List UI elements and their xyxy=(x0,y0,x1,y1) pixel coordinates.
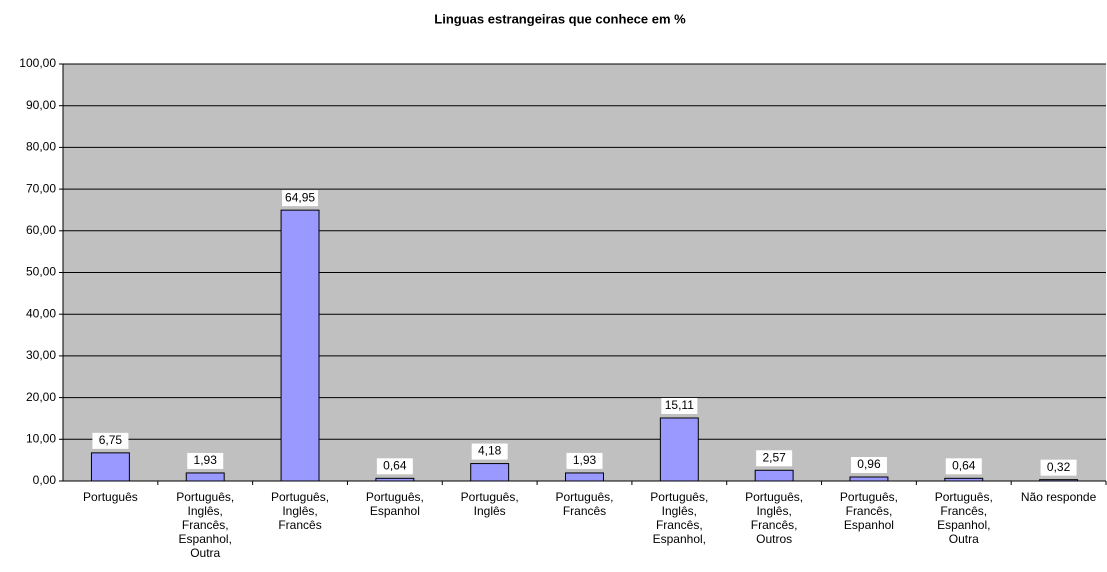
y-tick-label: 10,00 xyxy=(26,431,56,445)
bar xyxy=(90,452,130,482)
value-label-bg xyxy=(945,458,982,475)
x-tick-label: Não responde xyxy=(1020,490,1097,504)
value-label-bg xyxy=(187,452,224,469)
y-tick-label: 80,00 xyxy=(26,140,56,154)
y-tick-label: 0,00 xyxy=(33,473,57,487)
bar xyxy=(659,417,699,482)
y-tick-label: 30,00 xyxy=(26,348,56,362)
value-label-bg xyxy=(566,452,603,469)
value-label: 0,64 xyxy=(383,459,407,473)
y-tick-label: 90,00 xyxy=(26,98,56,112)
y-tick-label: 40,00 xyxy=(26,306,56,320)
value-label-bg xyxy=(92,432,129,449)
x-tick-label: Português xyxy=(83,490,138,504)
value-label: 0,32 xyxy=(1047,460,1071,474)
x-tick-label: Português, Espanhol xyxy=(365,490,424,518)
bar xyxy=(754,469,794,482)
y-tick-label: 20,00 xyxy=(26,390,56,404)
value-label-bg xyxy=(282,190,319,207)
x-tick-label: Português, Francês xyxy=(555,490,614,518)
x-tick-label: Português, Francês, Espanhol xyxy=(839,490,898,532)
value-label: 0,96 xyxy=(857,457,881,471)
value-label: 0,64 xyxy=(952,459,976,473)
value-label-bg xyxy=(376,458,413,475)
value-label-bg xyxy=(850,456,887,473)
value-label-bg xyxy=(471,443,508,460)
value-label: 15,11 xyxy=(665,398,694,412)
x-tick-label: Português, Inglês, Francês, Espanhol, Ou… xyxy=(176,490,235,560)
chart-title: Linguas estrangeiras que conhece em % xyxy=(434,11,686,26)
value-label-bg xyxy=(1040,459,1077,476)
value-label: 6,75 xyxy=(99,433,123,447)
value-label: 4,18 xyxy=(478,444,502,458)
bar xyxy=(470,463,510,482)
value-label: 1,93 xyxy=(573,453,597,467)
bar xyxy=(280,209,320,482)
bar xyxy=(185,472,225,482)
x-tick-label: Português, Francês, Espanhol, Outra xyxy=(934,490,993,546)
x-tick-label: Português, Inglês xyxy=(460,490,519,518)
value-label-bg xyxy=(661,397,698,414)
y-tick-label: 70,00 xyxy=(26,181,56,195)
value-label: 1,93 xyxy=(194,453,218,467)
x-tick-label: Português, Inglês, Francês, Outros xyxy=(745,490,804,546)
y-tick-label: 60,00 xyxy=(26,223,56,237)
value-label: 64,95 xyxy=(285,190,315,204)
value-label-bg xyxy=(756,450,793,467)
y-tick-label: 100,00 xyxy=(19,56,56,70)
x-tick-label: Português, Inglês, Francês xyxy=(271,490,330,532)
y-tick-label: 50,00 xyxy=(26,265,56,279)
x-tick-label: Português, Inglês, Francês, Espanhol, xyxy=(650,490,709,546)
bar xyxy=(849,476,889,482)
value-label: 2,57 xyxy=(762,450,786,464)
bar xyxy=(565,472,604,482)
